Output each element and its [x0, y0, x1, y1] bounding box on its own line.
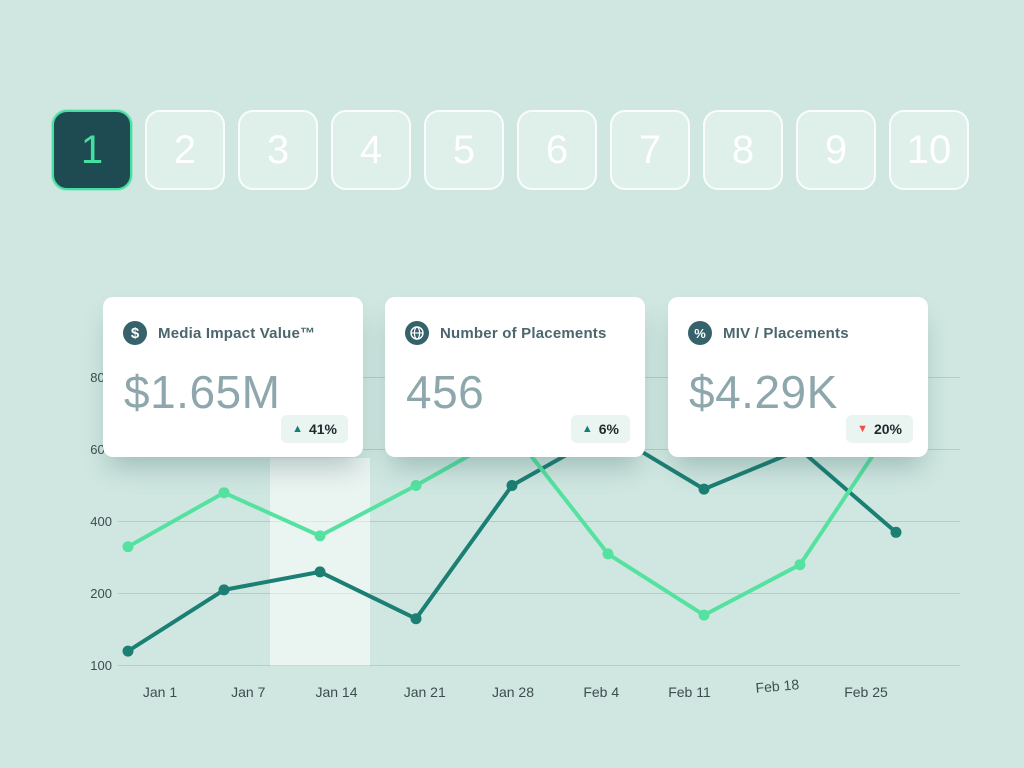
page-button-7[interactable]: 7 — [610, 110, 690, 190]
page-button-5[interactable]: 5 — [424, 110, 504, 190]
data-point-dark-teal — [218, 584, 230, 596]
data-point-light-green — [218, 487, 230, 499]
change-badge: ▼ 20% — [846, 415, 913, 443]
y-tick-label: 100 — [90, 658, 112, 673]
page-button-1[interactable]: 1 — [52, 110, 132, 190]
stat-card-number-of-placements: Number of Placements 456 ▲ 6% — [385, 297, 645, 457]
stat-card-title: MIV / Placements — [723, 324, 849, 342]
dollar-circle-icon: $ — [123, 321, 147, 345]
data-point-dark-teal — [122, 645, 134, 657]
globe-icon — [405, 321, 429, 345]
page-button-4[interactable]: 4 — [331, 110, 411, 190]
x-tick-label: Feb 18 — [755, 676, 800, 696]
page-button-8[interactable]: 8 — [703, 110, 783, 190]
y-tick-label: 400 — [90, 514, 112, 529]
data-point-dark-teal — [890, 526, 902, 538]
chart-highlight-band — [270, 458, 370, 666]
y-tick-label: 200 — [90, 586, 112, 601]
data-point-dark-teal — [410, 613, 422, 625]
page-button-10[interactable]: 10 — [889, 110, 969, 190]
stat-card-value: 456 — [406, 366, 485, 418]
stat-card-title: Number of Placements — [440, 324, 607, 342]
x-tick-label: Jan 14 — [315, 684, 357, 700]
x-tick-label: Feb 11 — [668, 684, 711, 700]
data-point-light-green — [698, 609, 710, 621]
trend-arrow-icon: ▼ — [857, 422, 868, 435]
data-point-dark-teal — [314, 566, 326, 578]
change-badge: ▲ 41% — [281, 415, 348, 443]
data-point-dark-teal — [698, 483, 710, 495]
card-header: % MIV / Placements — [688, 321, 849, 345]
data-point-light-green — [410, 480, 422, 491]
x-tick-label: Feb 4 — [583, 684, 619, 700]
x-tick-label: Jan 28 — [492, 684, 534, 700]
change-value: 6% — [598, 421, 619, 437]
change-value: 20% — [873, 421, 902, 437]
data-point-light-green — [122, 541, 134, 553]
x-tick-label: Jan 1 — [143, 684, 177, 700]
stat-card-value: $1.65M — [124, 366, 281, 418]
card-header: Number of Placements — [405, 321, 607, 345]
pagination: 1 2 3 4 5 6 7 8 9 10 — [52, 110, 969, 190]
page-button-6[interactable]: 6 — [517, 110, 597, 190]
percent-circle-icon: % — [688, 321, 712, 345]
series-line-dark-teal — [126, 429, 898, 654]
data-point-light-green — [602, 548, 614, 560]
data-point-light-green — [314, 530, 326, 542]
data-point-dark-teal — [506, 480, 518, 491]
x-tick-label: Jan 7 — [231, 684, 265, 700]
data-point-light-green — [794, 559, 806, 571]
x-tick-label: Feb 25 — [844, 684, 888, 700]
x-tick-label: Jan 21 — [404, 684, 446, 700]
change-value: 41% — [308, 421, 337, 437]
card-header: $ Media Impact Value™ — [123, 321, 315, 345]
page-button-3[interactable]: 3 — [238, 110, 318, 190]
stat-card-miv-per-placements: % MIV / Placements $4.29K ▼ 20% — [668, 297, 928, 457]
page-button-9[interactable]: 9 — [796, 110, 876, 190]
change-badge: ▲ 6% — [570, 415, 630, 443]
stat-card-title: Media Impact Value™ — [158, 324, 316, 342]
trend-arrow-icon: ▲ — [292, 422, 303, 435]
page-button-2[interactable]: 2 — [145, 110, 225, 190]
trend-arrow-icon: ▲ — [581, 422, 593, 435]
stat-card-media-impact-value: $ Media Impact Value™ $1.65M ▲ 41% — [103, 297, 363, 457]
stat-card-value: $4.29K — [689, 366, 838, 418]
